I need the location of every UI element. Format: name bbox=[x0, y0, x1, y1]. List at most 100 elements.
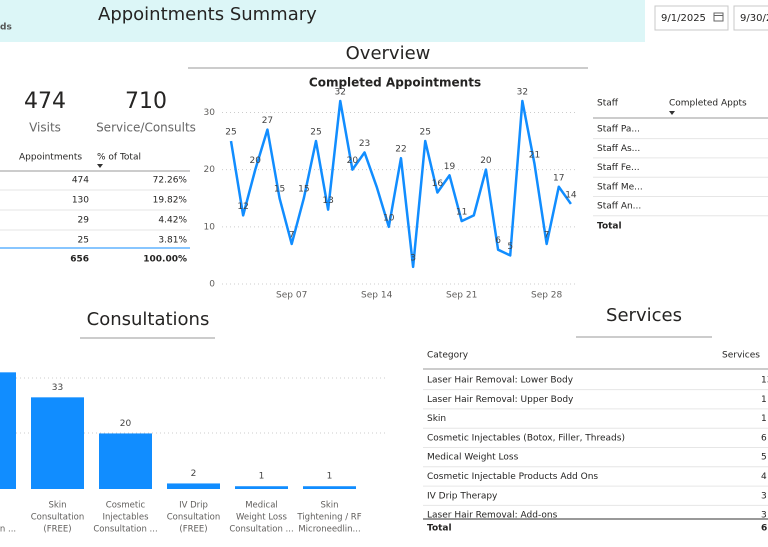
page-title: Appointments Summary bbox=[98, 4, 317, 25]
data-label: 11 bbox=[456, 208, 467, 218]
table-total: Total bbox=[597, 222, 622, 232]
data-label: 20 bbox=[250, 156, 262, 166]
data-label: 23 bbox=[359, 139, 370, 149]
table-cell: 4.42% bbox=[158, 216, 187, 226]
kpi-label: Visits bbox=[29, 121, 61, 135]
x-tick-label: Sep 21 bbox=[446, 291, 477, 301]
kpi-value: 710 bbox=[125, 89, 167, 114]
table-cell: 5 bbox=[761, 453, 767, 463]
table-cell: Cosmetic Injectables (Botox, Filler, Thr… bbox=[427, 433, 625, 443]
table-cell: Medical Weight Loss bbox=[427, 453, 519, 463]
data-label: 20 bbox=[480, 156, 492, 166]
column-header: Services bbox=[722, 351, 760, 361]
column-header: Completed Appts bbox=[669, 99, 747, 109]
bar bbox=[167, 483, 220, 489]
data-label: 1 bbox=[259, 472, 265, 482]
table-cell: Staff As... bbox=[597, 144, 640, 154]
table-cell: Staff An... bbox=[597, 202, 641, 212]
table-cell: 130 bbox=[72, 196, 89, 206]
y-tick-label: 0 bbox=[209, 280, 215, 290]
start-date[interactable]: 9/1/2025 bbox=[661, 13, 706, 24]
end-date[interactable]: 9/30/2025 bbox=[740, 13, 768, 24]
data-label: 6 bbox=[495, 236, 501, 246]
kpi-label: Service/Consults bbox=[96, 121, 196, 135]
data-label: 32 bbox=[335, 88, 346, 98]
table-cell: Laser Hair Removal: Upper Body bbox=[427, 395, 574, 405]
x-tick-label: Injectables bbox=[102, 513, 149, 523]
x-tick-label: Consultation bbox=[31, 513, 85, 523]
table-cell: Laser Hair Removal: Lower Body bbox=[427, 376, 574, 386]
x-tick-label: Consultation ... bbox=[93, 525, 157, 535]
data-label: 21 bbox=[529, 150, 540, 160]
data-label: 7 bbox=[289, 230, 295, 240]
x-tick-label: (FREE) bbox=[43, 525, 71, 535]
x-tick-label: Sep 14 bbox=[361, 291, 393, 301]
data-label: 14 bbox=[565, 190, 577, 200]
table-total: 656 bbox=[70, 255, 89, 265]
data-label: 17 bbox=[553, 173, 564, 183]
table-cell: 474 bbox=[72, 176, 89, 186]
table-cell: IV Drip Therapy bbox=[427, 491, 498, 501]
table-cell: Staff Pa... bbox=[597, 125, 640, 135]
total-band bbox=[423, 519, 768, 547]
table-cell: 72.26% bbox=[153, 176, 188, 186]
data-label: 16 bbox=[432, 179, 444, 189]
y-tick-label: 10 bbox=[204, 222, 216, 232]
kpi-value: 474 bbox=[24, 89, 66, 114]
data-label: 13 bbox=[322, 196, 333, 206]
table-cell: 29 bbox=[78, 216, 90, 226]
section-title: Overview bbox=[346, 43, 431, 64]
data-label: 33 bbox=[52, 383, 63, 393]
header-band bbox=[0, 0, 645, 42]
data-label: 19 bbox=[444, 162, 456, 172]
data-label: 15 bbox=[274, 185, 285, 195]
sort-arrow[interactable] bbox=[97, 164, 103, 168]
table-cell: 3 bbox=[761, 511, 767, 521]
bar bbox=[99, 433, 152, 489]
table-total: Total bbox=[427, 524, 452, 534]
table-cell: Laser Hair Removal: Add-ons bbox=[427, 511, 558, 521]
data-label: 25 bbox=[310, 128, 321, 138]
x-tick-label: Skin bbox=[320, 501, 338, 511]
data-label: 25 bbox=[225, 128, 236, 138]
table-cell: 4 bbox=[761, 472, 767, 482]
start-date-input[interactable] bbox=[654, 5, 729, 31]
x-tick-label: Consultation ... bbox=[229, 525, 293, 535]
table-cell: 19.82% bbox=[153, 196, 188, 206]
column-header: Appointments bbox=[19, 153, 82, 163]
x-tick-label: IV Drip bbox=[179, 501, 208, 511]
data-label: 20 bbox=[120, 419, 132, 429]
data-label: 12 bbox=[237, 202, 248, 212]
bar bbox=[303, 486, 356, 489]
table-cell: 3.81% bbox=[158, 236, 187, 246]
data-label: 5 bbox=[507, 242, 513, 252]
calendar-icon[interactable] bbox=[713, 12, 724, 22]
y-tick-label: 30 bbox=[204, 108, 216, 118]
sort-arrow[interactable] bbox=[669, 111, 675, 115]
x-tick-label: Medical bbox=[245, 501, 278, 511]
x-tick-label: nsultation ... bbox=[0, 525, 16, 535]
data-line bbox=[229, 99, 572, 269]
data-label: 22 bbox=[395, 145, 406, 155]
data-label: 15 bbox=[298, 185, 309, 195]
x-tick-label: Consultation bbox=[167, 513, 221, 523]
column-header: Staff bbox=[597, 99, 619, 109]
data-label: 10 bbox=[383, 213, 395, 223]
data-label: 32 bbox=[517, 88, 528, 98]
table-cell: Staff Fe... bbox=[597, 163, 640, 173]
table-cell: Cosmetic Injectable Products Add Ons bbox=[427, 472, 598, 482]
data-label: 7 bbox=[544, 230, 550, 240]
table-total: 100.00% bbox=[143, 255, 187, 265]
end-date-input[interactable] bbox=[733, 5, 768, 31]
table-cell: 25 bbox=[78, 236, 89, 246]
bar bbox=[235, 486, 288, 489]
x-tick-label: Skin bbox=[48, 501, 66, 511]
data-label: 27 bbox=[262, 116, 273, 126]
table-cell: 6 bbox=[761, 433, 767, 443]
data-label: 1 bbox=[327, 472, 333, 482]
x-tick-label: Sep 28 bbox=[531, 291, 563, 301]
x-tick-label: Sep 07 bbox=[276, 291, 307, 301]
table-cell: 1 bbox=[761, 414, 767, 424]
table-cell: 3 bbox=[761, 491, 767, 501]
